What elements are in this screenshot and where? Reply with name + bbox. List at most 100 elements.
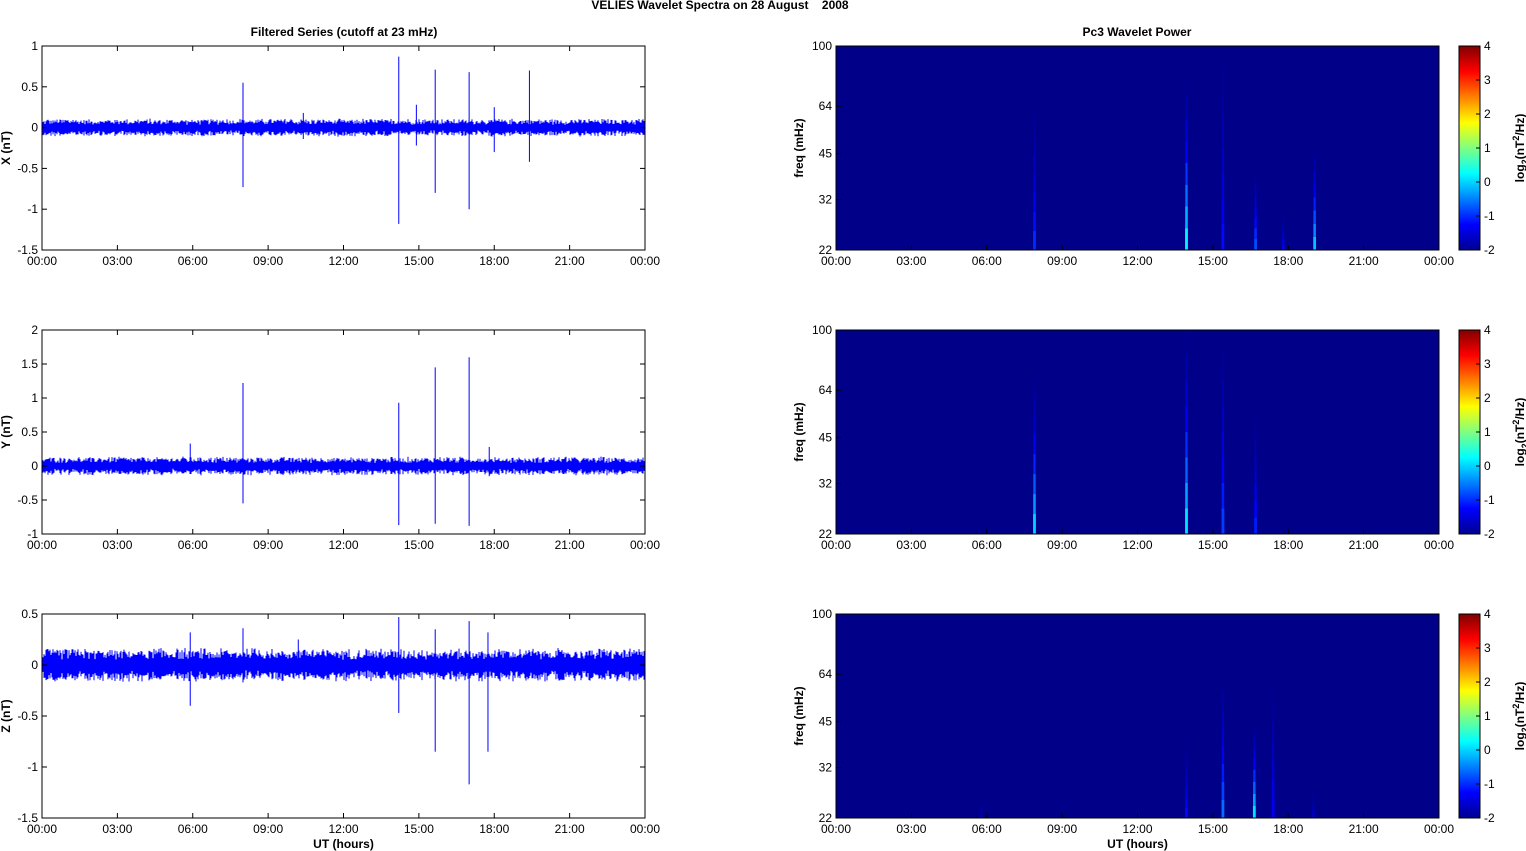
wavelet-streak (1253, 769, 1256, 782)
wavelet-streak (1271, 779, 1275, 799)
colorbar: 4 3 2 1 0 -1 -2 log2(nT2/Hz) (1458, 39, 1526, 257)
colorbar-tick-label: 0 (1484, 459, 1491, 473)
panel-y-series: 21.510.50-0.5-100:00 03:00 06:00 09:00 12:00… (0, 323, 660, 552)
y-tick-label: 32 (819, 761, 833, 775)
y-axis-label: X (nT) (0, 131, 13, 165)
wavelet-streak (1254, 228, 1257, 240)
wavelet-streak (1185, 228, 1188, 250)
colorbar-tick-label: -1 (1484, 493, 1495, 507)
wavelet-streak (1221, 782, 1225, 801)
x-tick-label: 00:00 (821, 538, 851, 552)
wavelet-streak (1033, 116, 1036, 136)
x-tick-label: 21:00 (555, 254, 585, 268)
y-tick-label: 32 (819, 477, 833, 491)
wavelet-streak (1033, 374, 1036, 395)
y-tick-label: 0.5 (21, 607, 38, 621)
wavelet-streak (1253, 781, 1256, 794)
wavelet-streak (980, 815, 984, 818)
wavelet-streak (1222, 97, 1224, 123)
wavelet-streak (1254, 485, 1257, 502)
y-tick-label: 1 (31, 39, 38, 53)
x-tick-label: 12:00 (328, 254, 358, 268)
x-tick-label: 21:00 (1349, 254, 1379, 268)
y-tick-label: 22 (819, 811, 833, 825)
colorbar-tick-label: 4 (1484, 39, 1491, 53)
y-tick-label: 22 (819, 527, 833, 541)
y-tick-label: 0.5 (21, 80, 38, 94)
x-tick-label: 06:00 (972, 822, 1002, 836)
wavelet-streak (980, 806, 983, 810)
wavelet-streak (1253, 793, 1256, 806)
colorbar-tick-label: 2 (1484, 675, 1491, 689)
x-tick-label: 09:00 (253, 538, 283, 552)
wavelet-streak (1312, 797, 1315, 802)
x-tick-label: 06:00 (972, 538, 1002, 552)
y-tick-label: 22 (819, 243, 833, 257)
x-tick-label: 18:00 (479, 822, 509, 836)
y-tick-label: 32 (819, 193, 833, 207)
y-tick-label: -1 (27, 202, 38, 216)
y-tick-label: 100 (812, 323, 832, 337)
wavelet-streak (1222, 710, 1224, 729)
wavelet-streak (1185, 483, 1188, 509)
wavelet-streak (1222, 355, 1224, 381)
wavelet-streak (1033, 173, 1036, 193)
y-tick-label: 64 (819, 383, 833, 397)
wavelet-streak (1033, 474, 1036, 495)
y-tick-label: -1 (27, 527, 38, 541)
wavelet-streak (1033, 434, 1036, 455)
wavelet-streak (1033, 211, 1036, 231)
y-tick-label: -1 (27, 760, 38, 774)
wavelet-streak (1254, 195, 1257, 207)
wavelet-streak (980, 798, 983, 802)
wavelet-streak (1312, 805, 1315, 810)
wavelet-background (836, 330, 1439, 534)
colorbar-tick-label: 1 (1484, 141, 1491, 155)
y-tick-label: -0.5 (17, 493, 38, 507)
x-tick-label: 15:00 (1198, 538, 1228, 552)
wavelet-streak (1313, 184, 1316, 198)
x-tick-label: 06:00 (178, 822, 208, 836)
y-axis-label: freq (mHz) (792, 402, 806, 461)
wavelet-streak (1281, 244, 1285, 250)
wavelet-streak (1254, 436, 1257, 453)
wavelet-streak (1222, 71, 1224, 97)
wavelet-streak (1222, 692, 1224, 711)
wavelet-streak (1272, 684, 1274, 704)
wavelet-streak (1185, 76, 1188, 98)
x-tick-label: 00:00 (27, 822, 57, 836)
wavelet-streak (1221, 508, 1225, 534)
x-tick-label: 09:00 (1047, 822, 1077, 836)
wavelet-streak (1272, 722, 1275, 742)
plot-background (42, 330, 645, 534)
x-tick-label: 00:00 (1424, 538, 1454, 552)
wavelet-streak (1282, 223, 1285, 230)
y-tick-label: 45 (819, 715, 833, 729)
wavelet-streak (1254, 419, 1257, 437)
x-tick-label: 15:00 (404, 538, 434, 552)
colorbar-tick-label: -1 (1484, 209, 1495, 223)
x-tick-label: 12:00 (328, 822, 358, 836)
x-tick-label: 12:00 (1122, 822, 1152, 836)
wavelet-streak (1221, 148, 1225, 174)
y-tick-label: -1.5 (17, 243, 38, 257)
y-axis-label: Y (nT) (0, 415, 13, 449)
colorbar: 4 3 2 1 0 -1 -2 log2(nT2/Hz) (1458, 607, 1526, 825)
y-tick-label: 0 (31, 658, 38, 672)
x-tick-label: 18:00 (1273, 254, 1303, 268)
wavelet-streak (1311, 813, 1315, 818)
x-tick-label: 12:00 (1122, 254, 1152, 268)
wavelet-streak (1221, 800, 1225, 818)
wavelet-streak (1221, 457, 1225, 483)
wavelet-streak (1185, 767, 1188, 778)
x-tick-label: 00:00 (1424, 254, 1454, 268)
wavelet-streak (1222, 330, 1224, 356)
wavelet-streak (1222, 46, 1224, 72)
wavelet-streak (1185, 777, 1188, 788)
wavelet-streak (1033, 414, 1036, 435)
wavelet-streak (1254, 184, 1257, 196)
colorbar-label: log2(nT2/Hz) (1511, 682, 1526, 751)
wavelet-streak (1253, 721, 1256, 734)
wavelet-streak (1252, 805, 1256, 818)
wavelet-streak (1221, 224, 1225, 250)
